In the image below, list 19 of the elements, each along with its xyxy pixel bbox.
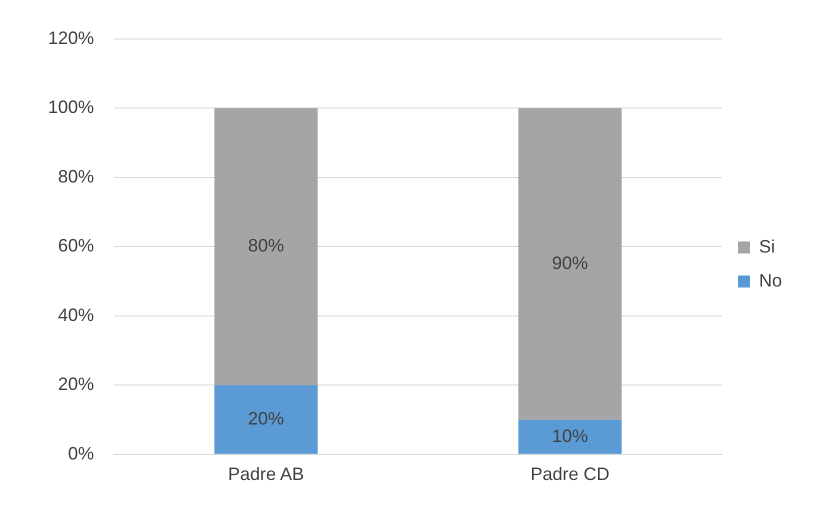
legend-label: No bbox=[758, 270, 782, 290]
x-tick-label: Padre CD bbox=[530, 464, 610, 484]
data-label: 90% bbox=[552, 252, 588, 273]
bar bbox=[214, 108, 318, 386]
y-tick-label: 0% bbox=[68, 443, 94, 464]
x-tick-label: Padre AB bbox=[228, 464, 304, 484]
y-tick-label: 60% bbox=[58, 236, 94, 256]
bar bbox=[518, 420, 622, 454]
y-tick-label: 40% bbox=[58, 304, 94, 325]
y-tick-label: 80% bbox=[58, 166, 94, 186]
y-tick-label: 120% bbox=[48, 28, 94, 48]
y-tick-label: 100% bbox=[48, 97, 94, 118]
y-tick-label: 20% bbox=[58, 374, 94, 394]
bar bbox=[214, 385, 318, 454]
data-label: 10% bbox=[552, 426, 588, 446]
bar bbox=[518, 108, 622, 420]
data-label: 20% bbox=[248, 408, 284, 428]
data-label: 80% bbox=[248, 236, 284, 256]
legend-label: Si bbox=[758, 236, 776, 256]
